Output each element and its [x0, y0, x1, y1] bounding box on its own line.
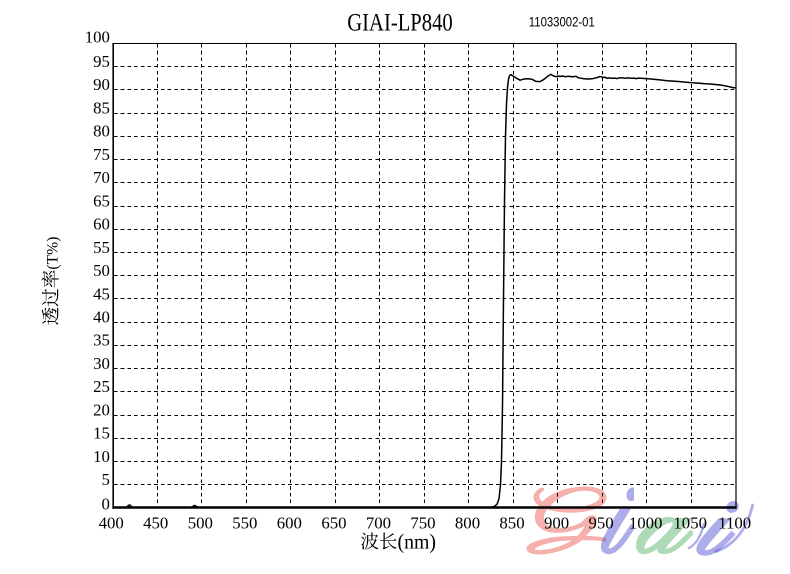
svg-text:45: 45: [93, 284, 110, 303]
svg-text:650: 650: [321, 513, 346, 532]
svg-text:10: 10: [93, 447, 110, 466]
svg-text:800: 800: [455, 513, 480, 532]
svg-text:80: 80: [93, 122, 110, 141]
svg-text:5: 5: [102, 470, 110, 489]
svg-text:450: 450: [143, 513, 168, 532]
svg-text:95: 95: [93, 52, 110, 71]
svg-text:0: 0: [102, 495, 110, 514]
svg-text:65: 65: [93, 191, 110, 210]
svg-text:(T%): (T%): [44, 237, 61, 270]
svg-text:(nm): (nm): [398, 530, 437, 554]
svg-text:1050: 1050: [673, 513, 707, 532]
svg-text:950: 950: [589, 513, 614, 532]
svg-text:850: 850: [499, 513, 524, 532]
svg-text:40: 40: [93, 308, 110, 327]
svg-text:70: 70: [93, 168, 110, 187]
svg-text:1000: 1000: [629, 513, 663, 532]
svg-text:GIAI-LP840: GIAI-LP840: [347, 10, 453, 37]
svg-text:1100: 1100: [718, 513, 751, 532]
svg-text:25: 25: [93, 377, 110, 396]
svg-text:750: 750: [410, 513, 435, 532]
svg-text:500: 500: [188, 513, 213, 532]
svg-text:15: 15: [93, 424, 110, 443]
svg-text:600: 600: [277, 513, 302, 532]
svg-text:50: 50: [93, 261, 110, 280]
svg-text:35: 35: [93, 331, 110, 350]
svg-text:90: 90: [93, 75, 110, 94]
svg-text:60: 60: [93, 215, 110, 234]
svg-text:550: 550: [232, 513, 257, 532]
svg-text:100: 100: [85, 28, 110, 47]
svg-text:30: 30: [93, 354, 110, 373]
svg-text:900: 900: [544, 513, 569, 532]
svg-text:55: 55: [93, 238, 110, 257]
svg-text:11033002-01: 11033002-01: [529, 15, 595, 30]
svg-text:400: 400: [99, 513, 124, 532]
svg-text:700: 700: [366, 513, 391, 532]
svg-text:85: 85: [93, 99, 110, 118]
svg-text:20: 20: [93, 400, 110, 419]
svg-text:75: 75: [93, 145, 110, 164]
